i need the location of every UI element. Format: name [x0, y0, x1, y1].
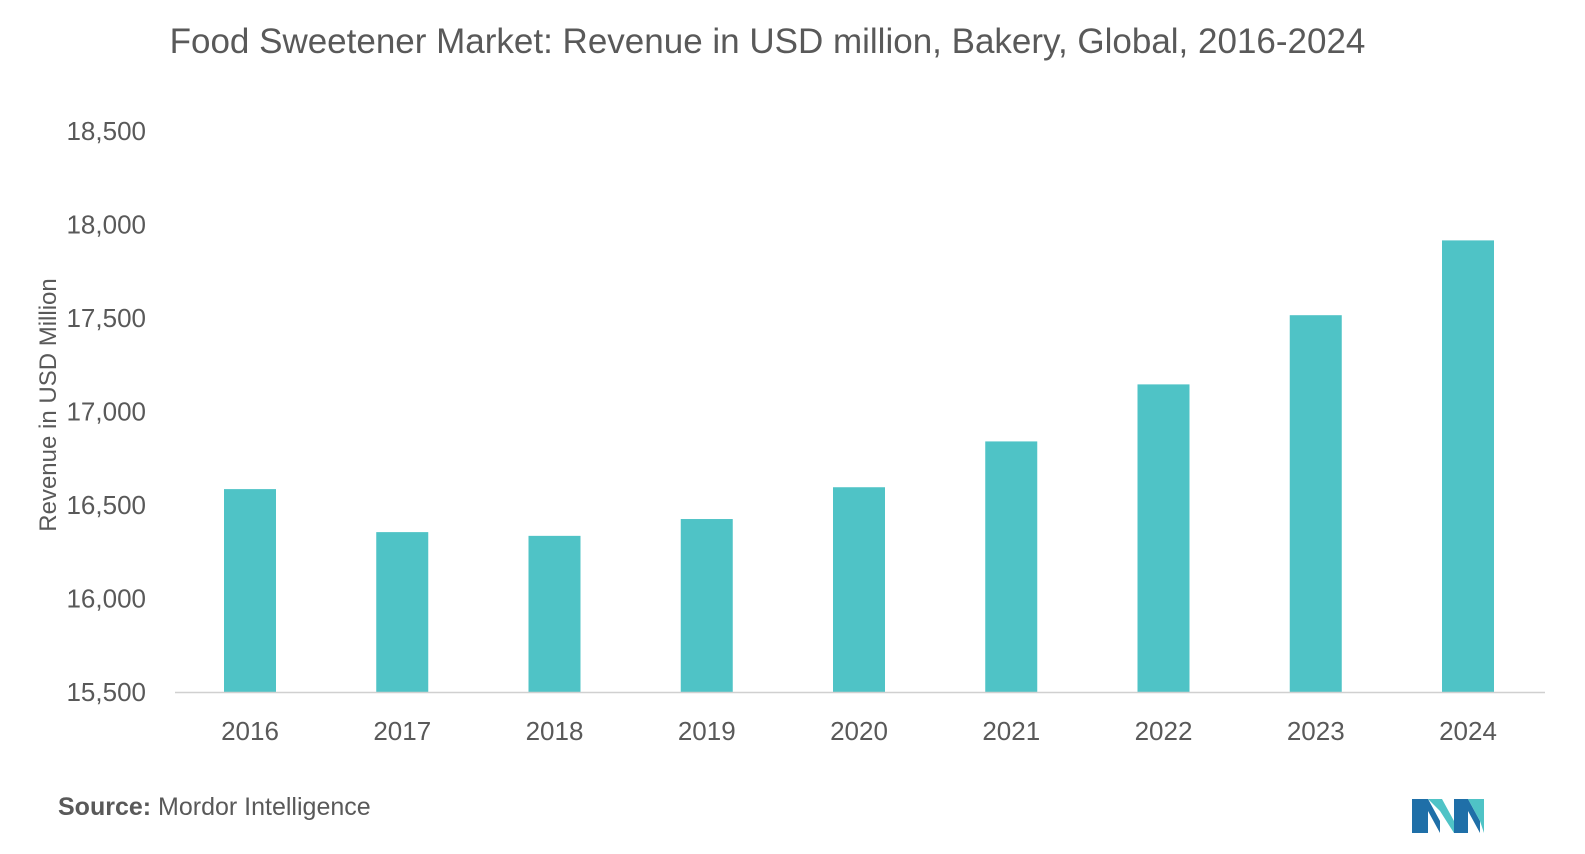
bar-2024 — [1442, 240, 1494, 692]
x-tick-label: 2018 — [526, 716, 584, 746]
x-tick-label: 2019 — [678, 716, 736, 746]
mordor-intelligence-logo-icon — [1412, 799, 1484, 833]
y-tick-label: 17,000 — [66, 397, 146, 427]
bar-2023 — [1289, 315, 1342, 692]
x-tick-label: 2021 — [982, 716, 1040, 746]
x-tick-label: 2022 — [1135, 716, 1193, 746]
y-tick-label: 18,000 — [66, 210, 146, 240]
y-tick-label: 15,500 — [66, 677, 146, 707]
y-tick-label: 16,500 — [66, 490, 146, 520]
y-tick-label: 18,500 — [66, 116, 146, 146]
source-label: Source: — [58, 793, 152, 821]
bar-2019 — [680, 519, 733, 692]
bar-2021 — [985, 441, 1038, 692]
x-tick-label: 2024 — [1439, 716, 1497, 746]
y-tick-label: 17,500 — [66, 303, 146, 333]
y-axis-label: Revenue in USD Million — [35, 278, 62, 531]
y-tick-label: 16,000 — [66, 584, 146, 614]
bar-2018 — [528, 535, 581, 692]
bar-2016 — [224, 489, 276, 692]
bar-2022 — [1137, 384, 1190, 692]
x-tick-label: 2023 — [1287, 716, 1345, 746]
bar-chart: 15,500 16,000 16,500 17,000 17,500 18,000 18,5… — [35, 116, 1545, 746]
chart-title: Food Sweetener Market: Revenue in USD mi… — [169, 22, 1366, 61]
x-tick-label: 2017 — [373, 716, 431, 746]
x-tick-label: 2016 — [221, 716, 279, 746]
y-axis-ticks: 15,500 16,000 16,500 17,000 17,500 18,000 18,5… — [66, 116, 146, 707]
x-tick-label: 2020 — [830, 716, 888, 746]
bar-2017 — [376, 532, 429, 692]
source-note: Source: Mordor Intelligence — [58, 793, 371, 822]
source-text: Mordor Intelligence — [158, 793, 371, 821]
bars — [224, 240, 1494, 692]
x-axis-ticks: 2016 2017 2018 2019 2020 2021 2022 2023 2024 — [221, 716, 1497, 746]
bar-2020 — [833, 487, 885, 692]
